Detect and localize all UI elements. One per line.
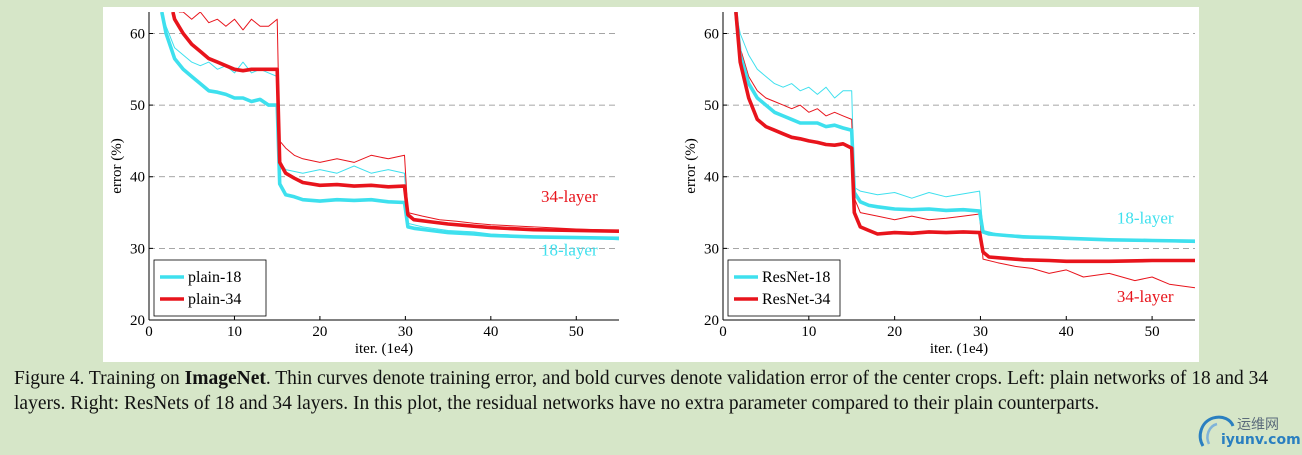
- x-axis-label: iter. (1e4): [355, 341, 413, 357]
- y-tick-label: 40: [130, 170, 145, 186]
- chart-resnet: 0 10 20 30 40 50 20 30 40 50 60 iter. (1e4) error (%…: [683, 12, 1195, 357]
- figure-panel: 0 10 20 30 40 50 20 30 40 50 60 iter. (1e4) error (%…: [103, 7, 1199, 362]
- series-line-plain-34-training: [178, 12, 619, 231]
- legend-label: plain-34: [188, 291, 241, 308]
- annotation-label: 18-layer: [1117, 208, 1174, 227]
- y-tick-label: 50: [704, 98, 719, 114]
- series-line-resnet-34-training: [735, 12, 1195, 289]
- y-tick-label: 40: [704, 170, 719, 186]
- legend-box: [153, 259, 267, 317]
- caption-rest: . Thin curves denote training error, and…: [14, 368, 1269, 414]
- series-line-resnet-18-validation: [734, 12, 1195, 243]
- figure-caption: Figure 4. Training on ImageNet. Thin cur…: [14, 366, 1294, 416]
- x-tick-label: 30: [398, 324, 413, 340]
- x-tick-label: 10: [801, 324, 816, 340]
- x-tick-label: 0: [145, 324, 153, 340]
- watermark-text-cn: 运维网: [1237, 417, 1279, 433]
- x-tick-label: 40: [1059, 324, 1074, 340]
- x-tick-label: 0: [719, 324, 727, 340]
- legend-label: ResNet-34: [762, 291, 830, 308]
- x-tick-label: 20: [312, 324, 327, 340]
- caption-prefix: Figure 4. Training on: [14, 368, 185, 389]
- y-tick-label: 30: [130, 241, 145, 257]
- legend-box: [727, 259, 841, 317]
- y-tick-label: 20: [130, 313, 145, 329]
- x-tick-label: 40: [483, 324, 498, 340]
- annotation-label: 18-layer: [541, 241, 598, 260]
- x-tick-label: 30: [973, 324, 988, 340]
- y-tick-label: 30: [704, 241, 719, 257]
- chart-plain: 0 10 20 30 40 50 20 30 40 50 60 iter. (1e4) error (%…: [109, 12, 619, 357]
- x-tick-label: 50: [1145, 324, 1160, 340]
- y-tick-label: 60: [704, 26, 719, 42]
- watermark-icon: [1198, 415, 1235, 447]
- series-line-resnet-34-validation: [734, 12, 1195, 264]
- legend-label: plain-18: [188, 269, 241, 286]
- series-line-plain-18-validation: [160, 12, 619, 241]
- annotation-label: 34-layer: [1117, 287, 1174, 306]
- x-tick-label: 10: [227, 324, 242, 340]
- y-axis-label: error (%): [683, 138, 699, 193]
- x-tick-label: 50: [569, 324, 584, 340]
- x-axis-label: iter. (1e4): [930, 341, 988, 357]
- caption-bold: ImageNet: [184, 368, 266, 389]
- chart-canvas: 0 10 20 30 40 50 20 30 40 50 60 iter. (1e4) error (%…: [109, 12, 1195, 357]
- x-tick-label: 20: [887, 324, 902, 340]
- legend-label: ResNet-18: [762, 269, 830, 286]
- annotation-label: 34-layer: [541, 187, 598, 206]
- y-tick-label: 20: [704, 313, 719, 329]
- series-line-plain-34-validation: [171, 12, 619, 233]
- watermark-text-site: iyunv.com: [1221, 432, 1301, 448]
- y-tick-label: 60: [130, 26, 145, 42]
- watermark-logo: 运维网 iyunv.com: [1193, 412, 1301, 452]
- y-tick-label: 50: [130, 98, 145, 114]
- y-axis-label: error (%): [109, 138, 125, 193]
